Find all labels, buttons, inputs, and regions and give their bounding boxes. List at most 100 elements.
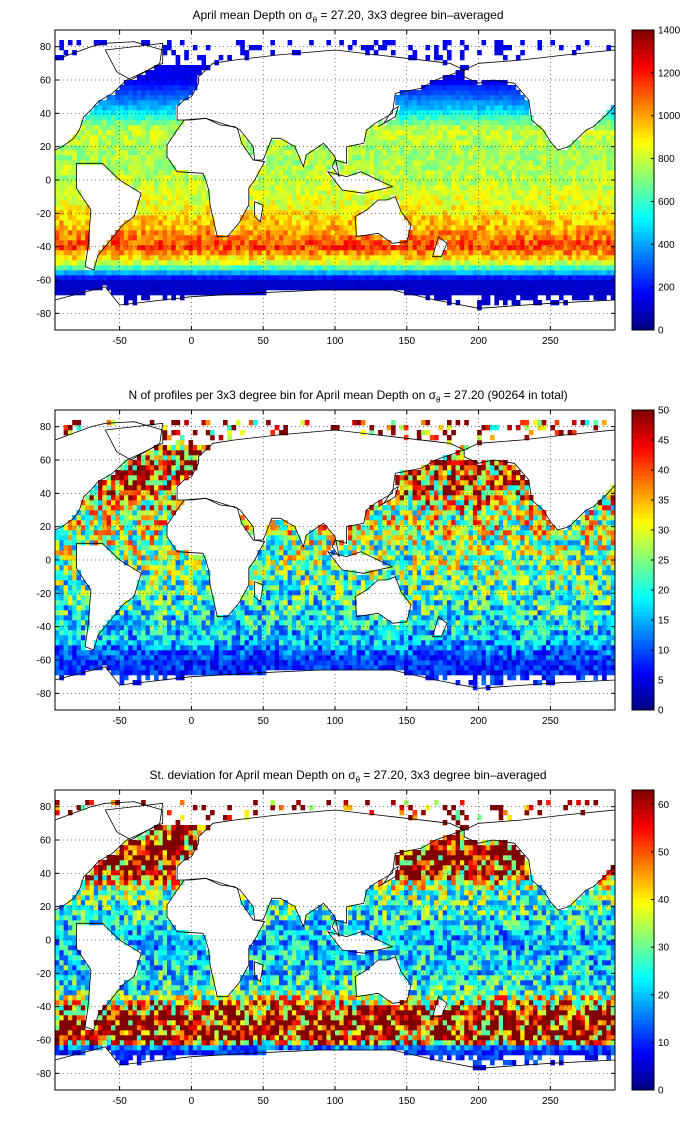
heatmap-cell (524, 115, 530, 121)
heatmap-cell (111, 145, 116, 151)
heatmap-cell (132, 80, 138, 86)
heatmap-cell (438, 235, 443, 241)
heatmap-cell (154, 665, 159, 671)
heatmap-cell (447, 150, 452, 156)
heatmap-cell (115, 135, 120, 141)
heatmap-cell (248, 670, 254, 676)
heatmap-cell (606, 215, 611, 221)
heatmap-cell (468, 240, 474, 246)
heatmap-cell (326, 225, 331, 231)
heatmap-cell (175, 235, 181, 241)
heatmap-cell (214, 655, 219, 661)
heatmap-cell (378, 665, 383, 671)
heatmap-cell (498, 85, 504, 91)
heatmap-cell (373, 240, 379, 246)
heatmap-cell (317, 235, 323, 241)
heatmap-cell (554, 265, 560, 271)
coastline (326, 171, 394, 194)
heatmap-cell (145, 220, 151, 226)
heatmap-cell (179, 210, 185, 216)
heatmap-cell (606, 145, 611, 151)
heatmap-cell (554, 160, 560, 166)
heatmap-cell (602, 175, 607, 181)
heatmap-cell (481, 655, 487, 661)
heatmap-cell (167, 135, 172, 141)
heatmap-cell (459, 235, 465, 241)
heatmap-cell (171, 195, 176, 201)
heatmap-cell (391, 190, 396, 196)
heatmap-cell (576, 235, 581, 241)
heatmap-cell (602, 280, 607, 286)
heatmap-cell (472, 110, 478, 116)
heatmap-cell (218, 665, 224, 671)
heatmap-cell (274, 275, 280, 281)
heatmap-cell (59, 205, 64, 211)
heatmap-cell (218, 655, 224, 661)
heatmap-cell (369, 160, 375, 166)
heatmap-cell (59, 240, 64, 246)
heatmap-cell (171, 65, 176, 71)
heatmap-cell (412, 135, 418, 141)
heatmap-cell (231, 660, 237, 666)
heatmap-cell (416, 120, 422, 126)
heatmap-cell (511, 235, 517, 241)
heatmap-cell (141, 260, 146, 266)
heatmap-cell (597, 145, 603, 151)
heatmap-cell (304, 270, 310, 276)
heatmap-cell (171, 120, 176, 126)
heatmap-cell (455, 260, 461, 266)
heatmap-cell (541, 270, 547, 276)
heatmap-cell (162, 290, 168, 296)
heatmap-cell (313, 250, 319, 256)
heatmap-cell (335, 190, 340, 196)
heatmap-cell (63, 220, 69, 226)
heatmap-cell (111, 250, 116, 256)
heatmap-cell (326, 285, 331, 291)
heatmap-cell (347, 215, 353, 221)
heatmap-cell (335, 285, 340, 291)
heatmap-cell (503, 140, 508, 146)
heatmap-cell (158, 130, 163, 136)
x-tick-label: 0 (189, 336, 195, 347)
heatmap-cell (136, 275, 142, 281)
heatmap-cell (63, 185, 69, 191)
heatmap-cell (421, 175, 426, 181)
heatmap-cell (447, 130, 452, 136)
heatmap-cell (442, 655, 448, 661)
heatmap-cell (589, 290, 594, 296)
heatmap-cell (571, 670, 577, 676)
heatmap-cell (481, 185, 487, 191)
heatmap-cell (214, 275, 219, 281)
heatmap-cell (136, 245, 142, 251)
heatmap-cell (593, 125, 599, 131)
heatmap-cell (373, 165, 379, 171)
heatmap-cell (365, 260, 370, 266)
heatmap-cell (184, 220, 189, 226)
heatmap-cell (360, 255, 366, 261)
heatmap-cell (524, 185, 530, 191)
heatmap-cell (296, 210, 301, 216)
heatmap-cell (192, 200, 198, 206)
heatmap-cell (291, 255, 297, 261)
heatmap-cell (154, 145, 159, 151)
heatmap-cell (503, 105, 508, 111)
heatmap-cell (59, 255, 64, 261)
heatmap-cell (494, 285, 499, 291)
heatmap-cell (240, 290, 245, 296)
heatmap-cell (279, 170, 284, 176)
heatmap-cell (576, 265, 581, 271)
heatmap-cell (343, 255, 349, 261)
heatmap-cell (429, 660, 435, 666)
heatmap-cell (231, 290, 237, 296)
heatmap-cell (205, 270, 211, 276)
heatmap-cell (149, 250, 155, 256)
heatmap-cell (490, 170, 495, 176)
heatmap-cell (571, 175, 577, 181)
heatmap-cell (291, 210, 297, 216)
heatmap-cell (335, 200, 340, 206)
heatmap-cell (304, 275, 310, 281)
heatmap-cell (455, 220, 461, 226)
heatmap-cell (283, 195, 288, 201)
heatmap-cell (490, 100, 495, 106)
heatmap-cell (205, 195, 211, 201)
